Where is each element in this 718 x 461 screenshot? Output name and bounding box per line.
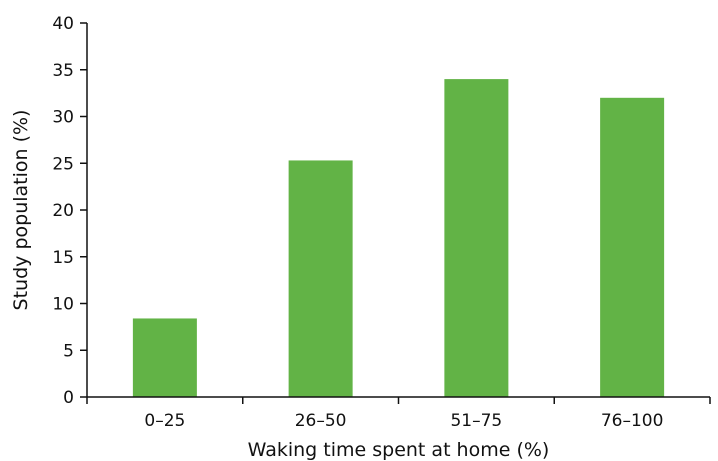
bar [288, 160, 353, 397]
x-tick-label: 0–25 [144, 411, 185, 431]
y-tick-label: 40 [52, 14, 74, 34]
y-tick-label: 5 [63, 341, 74, 361]
bar [132, 318, 197, 397]
y-tick-label: 35 [52, 61, 74, 81]
bar [600, 97, 665, 398]
y-axis-title: Study population (%) [10, 110, 32, 311]
x-tick-label: 51–75 [450, 411, 502, 431]
y-tick-label: 15 [52, 248, 74, 268]
y-tick-label: 20 [52, 201, 74, 221]
y-tick-label: 0 [63, 388, 74, 408]
bars [132, 79, 665, 398]
x-axis-ticks: 0–25 26–50 51–75 76–100 [86, 397, 711, 431]
x-axis-title: Waking time spent at home (%) [248, 439, 550, 461]
x-tick-label: 76–100 [601, 411, 664, 431]
x-tick-label: 26–50 [295, 411, 347, 431]
y-tick-label: 10 [52, 295, 74, 315]
y-tick-label: 25 [52, 154, 74, 174]
y-axis-ticks: 0 5 10 15 20 25 30 35 40 [52, 14, 87, 408]
y-tick-label: 30 [52, 108, 74, 128]
bar [444, 79, 509, 397]
